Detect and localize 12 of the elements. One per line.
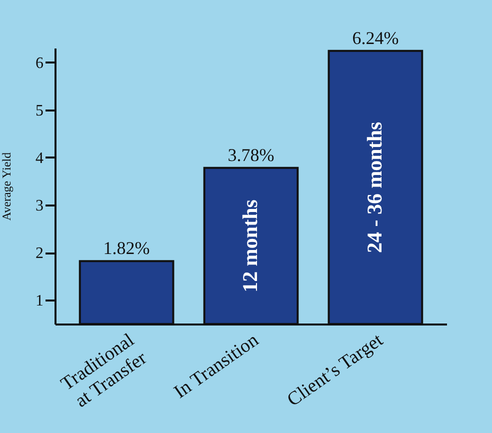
y-tick-label: 2	[36, 245, 44, 262]
y-axis-title: Average Yield	[0, 152, 14, 221]
annotation: 24 - 36 months	[362, 122, 386, 254]
data-label: 6.24%	[352, 28, 399, 48]
annotation: 12 months	[238, 200, 262, 292]
y-tick-label: 4	[36, 150, 44, 167]
y-tick-label: 5	[36, 102, 44, 120]
y-tick-label: 3	[36, 198, 44, 215]
y-tick-label: 6	[36, 54, 44, 72]
y-tick-label: 1	[36, 292, 44, 310]
data-label: 1.82%	[103, 238, 150, 258]
data-label: 3.78%	[228, 144, 274, 165]
